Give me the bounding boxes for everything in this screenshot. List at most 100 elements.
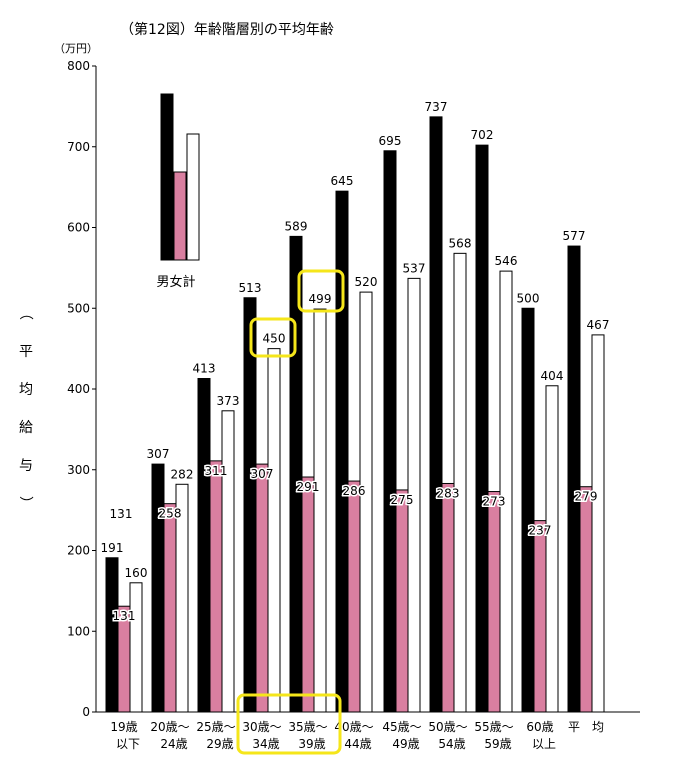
highlight-boxes [236,269,345,755]
data-label: 131 [113,609,136,623]
data-label: 568 [449,236,472,250]
data-labels: 191 131 160 307 258 282 413 311 373 513 307 450 589 2… [101,100,610,625]
x-tick-label-line2: 54歳 [438,737,465,751]
chart-title: （第12図）年齢階層別の平均年齢 [120,21,334,38]
bar-series-2 [395,489,409,713]
x-tick-label: 20歳～ [150,720,189,734]
bar-series-1 [429,116,443,713]
bar-series-1 [197,378,211,713]
data-label: 413 [193,362,216,376]
data-label: 467 [587,318,610,332]
x-tick-label-line2: 以下 [116,737,140,751]
bar-series-3 [175,483,189,713]
data-label: 160 [125,566,148,580]
bar-series-1 [105,557,119,713]
x-tick-label-line2: 24歳 [160,737,187,751]
legend: 男女計 [156,93,200,290]
bar-series-2 [441,482,455,713]
x-tick-label: 30歳～ [242,720,281,734]
x-tick-label: 45歳～ [382,720,421,734]
x-tick-label: 55歳～ [474,720,513,734]
bar-series-3 [313,308,327,713]
highlight-box-3 [236,693,342,755]
y-tick-label: 600 [67,221,90,235]
bar-series-3 [591,334,605,713]
data-label: 546 [495,254,518,268]
x-tick-label: 50歳～ [428,720,467,734]
bar-series-2 [209,460,223,713]
legend-label: 男女計 [156,274,195,290]
data-label: 279 [575,490,598,504]
legend-swatch-1 [160,93,174,261]
x-tick-label-line2: 39歳 [298,737,325,751]
y-axis-label-char: 平 [19,344,33,360]
bars [105,116,605,713]
data-label: 513 [239,281,262,295]
bar-series-1 [383,150,397,713]
data-label: 499 [309,292,332,306]
x-tick-label-line2: 29歳 [206,737,233,751]
data-label: 291 [297,480,320,494]
y-tick-label: 0 [82,705,90,719]
data-label: 283 [437,486,460,500]
x-tick-label-line2: 34歳 [252,737,279,751]
y-axis-label-char: 給 [19,420,33,436]
bar-series-2 [347,480,361,713]
x-tick-label: 19歳 [110,720,137,734]
y-tick-label: 400 [67,382,90,396]
y-tick-label: 700 [67,140,90,154]
bar-series-2 [533,520,547,713]
y-axis-label-char: 均 [19,382,33,398]
bar-series-3 [545,385,559,713]
x-tick-label-line2: 以上 [532,737,556,751]
data-label: 191 [101,541,124,555]
y-tick-label: 200 [67,544,90,558]
highlight-box-1 [249,317,297,358]
bar-series-2 [163,503,177,713]
y-axis-label-char: 与 [19,458,33,474]
bar-series-1 [475,144,489,713]
x-tick-label-line2: 59歳 [484,737,511,751]
data-label: 311 [205,464,228,478]
data-label: 520 [355,275,378,289]
data-label: 702 [471,128,494,142]
bar-series-3 [453,252,467,713]
bar-series-3 [407,277,421,713]
bar-series-1 [567,245,581,713]
x-tick-label: 40歳～ [334,720,373,734]
bar-series-1 [151,463,165,713]
highlight-box-2 [297,269,345,313]
legend-swatch-3 [186,133,200,261]
x-tick-label: 35歳～ [288,720,327,734]
x-tick-label-line2: 44歳 [344,737,371,751]
bar-series-2 [579,486,593,713]
extra-label: 131 [110,507,133,521]
data-label: 373 [217,394,240,408]
x-tick-label: 60歳 [526,720,553,734]
data-label: 275 [391,493,414,507]
legend-swatch-2 [173,171,187,261]
data-label: 307 [251,467,274,481]
x-tick-label-line2: 49歳 [392,737,419,751]
y-tick-label: 100 [67,624,90,638]
data-label: 286 [343,484,366,498]
y-tick-label: 800 [67,59,90,73]
bar-series-2 [487,491,501,713]
data-label: 589 [285,219,308,233]
data-label: 273 [483,495,506,509]
x-tick-label: 25歳～ [196,720,235,734]
data-label: 537 [403,261,426,275]
x-tick-label: 平 均 [568,720,604,734]
y-tick-label: 300 [67,463,90,477]
y-axis-label-char: （ [17,306,33,320]
bar-series-1 [521,307,535,713]
bar-series-1 [335,190,349,713]
data-label: 645 [331,174,354,188]
data-label: 577 [563,229,586,243]
data-label: 500 [517,291,540,305]
y-axis-label-char: ） [17,496,33,510]
y-axis-unit: （万円） [54,42,98,55]
